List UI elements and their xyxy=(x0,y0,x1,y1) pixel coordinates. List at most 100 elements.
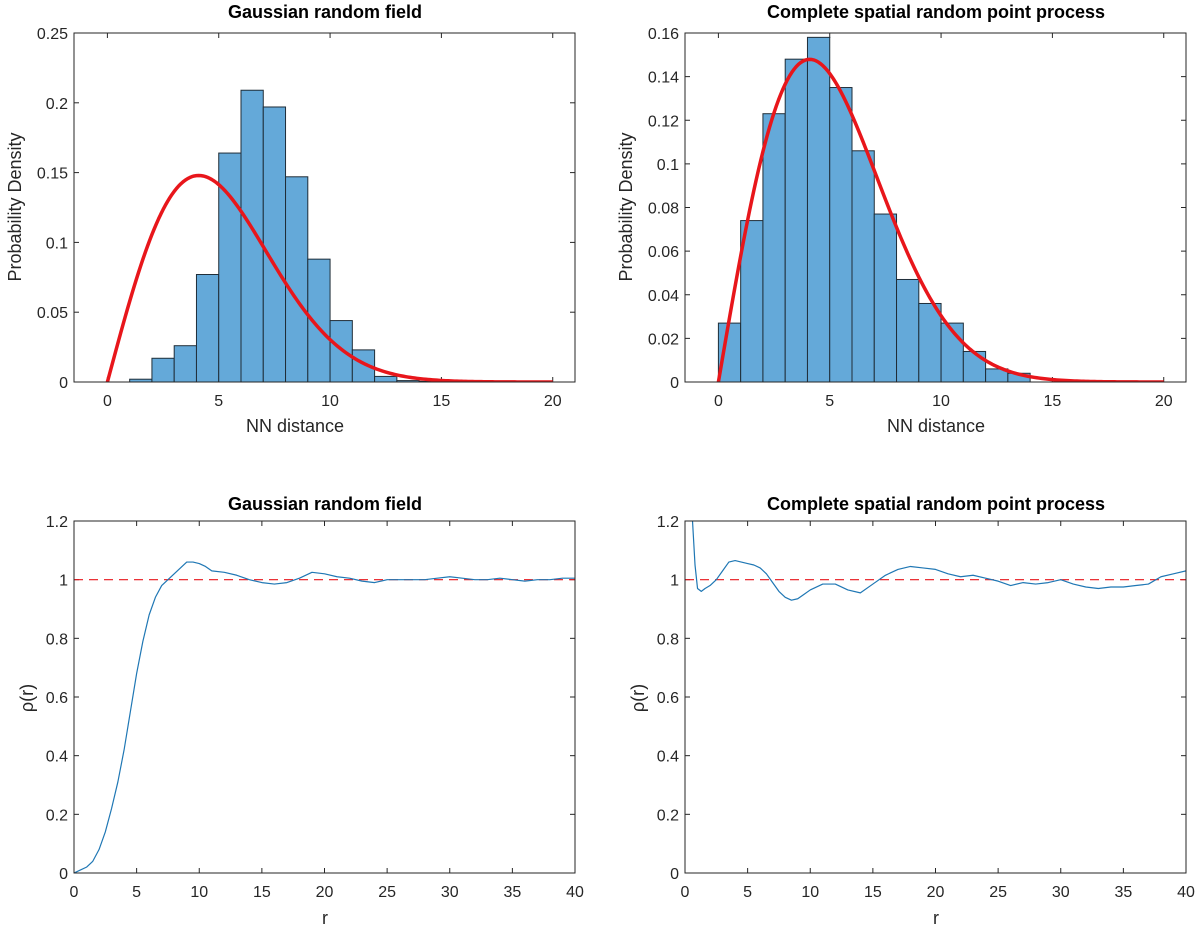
histogram-bar xyxy=(962,350,987,382)
y-tick-label: 0.2 xyxy=(46,96,68,113)
x-axis-label: r xyxy=(933,908,939,928)
tick-group: 0 5 10 15 20 0 0.02 0.04 0.06 0.08 0.1 0.12 0.14 0.16 xyxy=(648,26,1186,410)
x-tick-label: 25 xyxy=(989,884,1007,901)
y-axis-label: Probability Density xyxy=(616,132,636,281)
y-tick-label: 1 xyxy=(670,573,679,590)
y-tick-label: 0 xyxy=(59,375,68,392)
x-tick-label: 15 xyxy=(864,884,882,901)
x-tick-label: 10 xyxy=(801,884,819,901)
histogram-bar xyxy=(829,87,853,382)
x-tick-label: 25 xyxy=(378,884,396,901)
histogram-bar xyxy=(851,150,875,382)
chart-title: Gaussian random field xyxy=(228,494,422,514)
x-tick-label: 40 xyxy=(1177,884,1195,901)
x-tick-label: 20 xyxy=(927,884,945,901)
rho-series-line xyxy=(691,521,1186,601)
y-tick-label: 0 xyxy=(670,866,679,883)
y-tick-label: 0.15 xyxy=(37,166,68,183)
y-tick-label: 0.08 xyxy=(648,201,679,218)
panel-csr-pair-correlation: Complete spatial random point process r … xyxy=(628,494,1195,928)
y-axis-label: ρ(r) xyxy=(17,684,37,712)
x-tick-label: 5 xyxy=(825,393,834,410)
y-tick-label: 0.05 xyxy=(37,305,68,322)
x-tick-label: 15 xyxy=(1044,393,1062,410)
chart-title: Gaussian random field xyxy=(228,2,422,22)
line-group xyxy=(685,521,1186,601)
y-tick-label: 0.2 xyxy=(46,807,68,824)
x-tick-label: 0 xyxy=(103,393,112,410)
y-tick-label: 0.4 xyxy=(657,749,679,766)
x-tick-label: 30 xyxy=(441,884,459,901)
chart-title: Complete spatial random point process xyxy=(767,494,1105,514)
y-axis-label: ρ(r) xyxy=(628,684,648,712)
chart-title: Complete spatial random point process xyxy=(767,2,1105,22)
x-tick-label: 15 xyxy=(253,884,271,901)
line-group xyxy=(74,561,575,873)
y-tick-label: 0.06 xyxy=(648,244,679,261)
x-tick-label: 5 xyxy=(214,393,223,410)
x-tick-label: 5 xyxy=(743,884,752,901)
x-tick-label: 20 xyxy=(1155,393,1173,410)
y-tick-label: 0.04 xyxy=(648,288,679,305)
y-axis-label: Probability Density xyxy=(5,132,25,281)
x-tick-label: 10 xyxy=(190,884,208,901)
y-tick-label: 0.02 xyxy=(648,331,679,348)
histogram-bar xyxy=(784,58,808,382)
histogram-bar xyxy=(285,176,309,382)
x-tick-label: 0 xyxy=(70,884,79,901)
rho-series-line xyxy=(74,561,575,873)
y-tick-label: 0.2 xyxy=(657,807,679,824)
histogram-bar xyxy=(173,345,197,382)
y-tick-label: 0.4 xyxy=(46,749,68,766)
y-tick-label: 0.16 xyxy=(648,26,679,43)
x-tick-label: 35 xyxy=(503,884,521,901)
x-tick-label: 20 xyxy=(544,393,562,410)
histogram-bar xyxy=(873,213,898,382)
histogram-bar xyxy=(240,89,264,382)
axes-box xyxy=(684,32,1187,383)
x-tick-label: 10 xyxy=(932,393,950,410)
y-tick-label: 0.12 xyxy=(648,113,679,130)
y-tick-label: 0.14 xyxy=(648,70,679,87)
histogram-bar xyxy=(374,375,398,382)
axes-box xyxy=(73,520,576,874)
histogram-bar xyxy=(896,278,920,382)
line-group xyxy=(716,57,1164,382)
y-tick-label: 0.1 xyxy=(657,157,679,174)
histogram-bar xyxy=(806,36,831,382)
y-tick-label: 1.2 xyxy=(46,514,68,531)
x-tick-label: 30 xyxy=(1052,884,1070,901)
x-tick-label: 15 xyxy=(433,393,451,410)
x-tick-label: 0 xyxy=(714,393,723,410)
x-tick-label: 35 xyxy=(1114,884,1132,901)
y-tick-label: 0.1 xyxy=(46,235,68,252)
x-axis-label: NN distance xyxy=(887,416,985,436)
x-tick-label: 40 xyxy=(566,884,584,901)
y-tick-label: 0.8 xyxy=(657,631,679,648)
histogram-bar xyxy=(151,357,175,382)
x-axis-label: r xyxy=(322,908,328,928)
tick-group: 0 5 10 15 20 0 0.05 0.1 0.15 0.2 0.25 xyxy=(37,26,575,410)
y-tick-label: 0.8 xyxy=(46,631,68,648)
panel-csr-histogram: Complete spatial random point process NN… xyxy=(616,2,1187,436)
x-axis-label: NN distance xyxy=(246,416,344,436)
y-tick-label: 0.6 xyxy=(46,690,68,707)
tick-group: 0 5 10 15 20 25 30 35 40 0 0.2 0.4 0.6 0.8 1 1.2 xyxy=(46,514,584,901)
y-tick-label: 0 xyxy=(59,866,68,883)
axes-box xyxy=(73,32,576,383)
bar-group xyxy=(129,89,442,382)
y-tick-label: 1.2 xyxy=(657,514,679,531)
fit-curve xyxy=(716,57,1164,382)
y-tick-label: 1 xyxy=(59,573,68,590)
tick-group: 0 5 10 15 20 25 30 35 40 0 0.2 0.4 0.6 0.8 1 1.2 xyxy=(657,514,1195,901)
histogram-bar xyxy=(918,302,942,382)
panel-gaussian-histogram: Gaussian random field NN distance Probab… xyxy=(5,2,576,436)
histogram-bar xyxy=(762,113,786,382)
axes-box xyxy=(684,520,1187,874)
bar-group xyxy=(717,36,1031,382)
panel-gaussian-pair-correlation: Gaussian random field r ρ(r) 0 5 10 15 20 25 3… xyxy=(17,494,584,928)
y-tick-label: 0 xyxy=(670,375,679,392)
x-tick-label: 5 xyxy=(132,884,141,901)
y-tick-label: 0.25 xyxy=(37,26,68,43)
